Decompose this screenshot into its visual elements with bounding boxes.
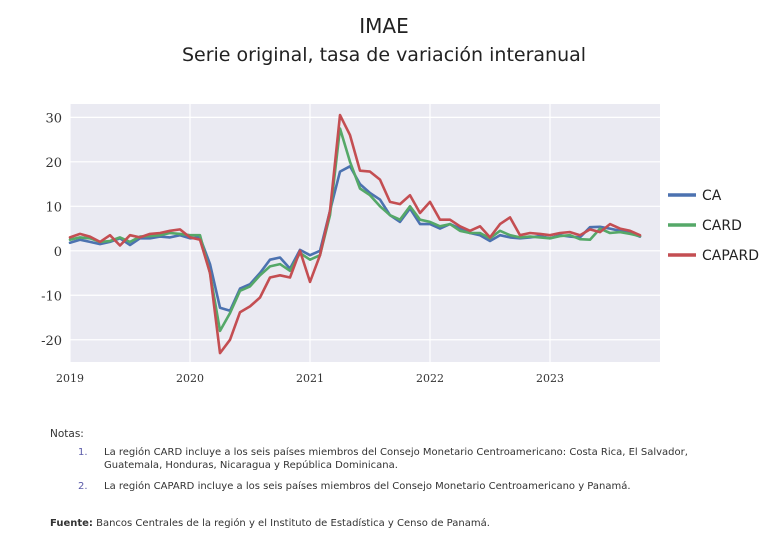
y-tick-label: 0 <box>54 245 62 260</box>
x-axis: 2019 2020 2021 2022 2023 <box>56 372 564 385</box>
chart-title: IMAE <box>359 14 409 38</box>
legend-label: CARD <box>702 218 742 234</box>
x-tick-label: 2023 <box>536 372 564 385</box>
note-item: 2. La región CAPARD incluye a los seis p… <box>78 480 750 493</box>
note-number: 1. <box>78 447 88 458</box>
series-line-capard <box>68 113 642 355</box>
notes-section: Notas: 1. La región CARD incluye a los s… <box>50 428 750 501</box>
line-chart: 30 20 10 0 -10 -20 2019 2020 2021 2022 2023 CA CAR… <box>41 104 759 385</box>
note-text: La región CARD incluye a los seis países… <box>104 447 688 471</box>
y-tick-label: -10 <box>41 289 62 304</box>
series-line-card <box>68 127 642 333</box>
series-lines <box>68 113 642 355</box>
note-text: La región CAPARD incluye a los seis país… <box>104 481 631 492</box>
x-tick-label: 2019 <box>56 372 84 385</box>
note-item: 1. La región CARD incluye a los seis paí… <box>78 446 750 472</box>
y-axis: 30 20 10 0 -10 -20 <box>41 111 62 348</box>
notes-label: Notas: <box>50 428 84 440</box>
y-tick-label: -20 <box>41 334 62 349</box>
x-tick-label: 2020 <box>176 372 204 385</box>
gridlines <box>69 104 660 362</box>
source-text: Bancos Centrales de la región y el Insti… <box>92 518 490 529</box>
legend: CA CARD CAPARD <box>668 188 759 264</box>
y-tick-label: 20 <box>45 156 62 171</box>
note-number: 2. <box>78 481 88 492</box>
legend-label: CA <box>702 188 722 204</box>
y-tick-label: 30 <box>45 111 62 126</box>
x-tick-label: 2021 <box>296 372 324 385</box>
x-tick-label: 2022 <box>416 372 444 385</box>
source-label: Fuente: <box>50 518 93 529</box>
source-line: Fuente: Bancos Centrales de la región y … <box>50 518 490 529</box>
legend-label: CAPARD <box>702 248 759 264</box>
y-tick-label: 10 <box>45 200 62 215</box>
chart-subtitle: Serie original, tasa de variación intera… <box>181 44 587 66</box>
